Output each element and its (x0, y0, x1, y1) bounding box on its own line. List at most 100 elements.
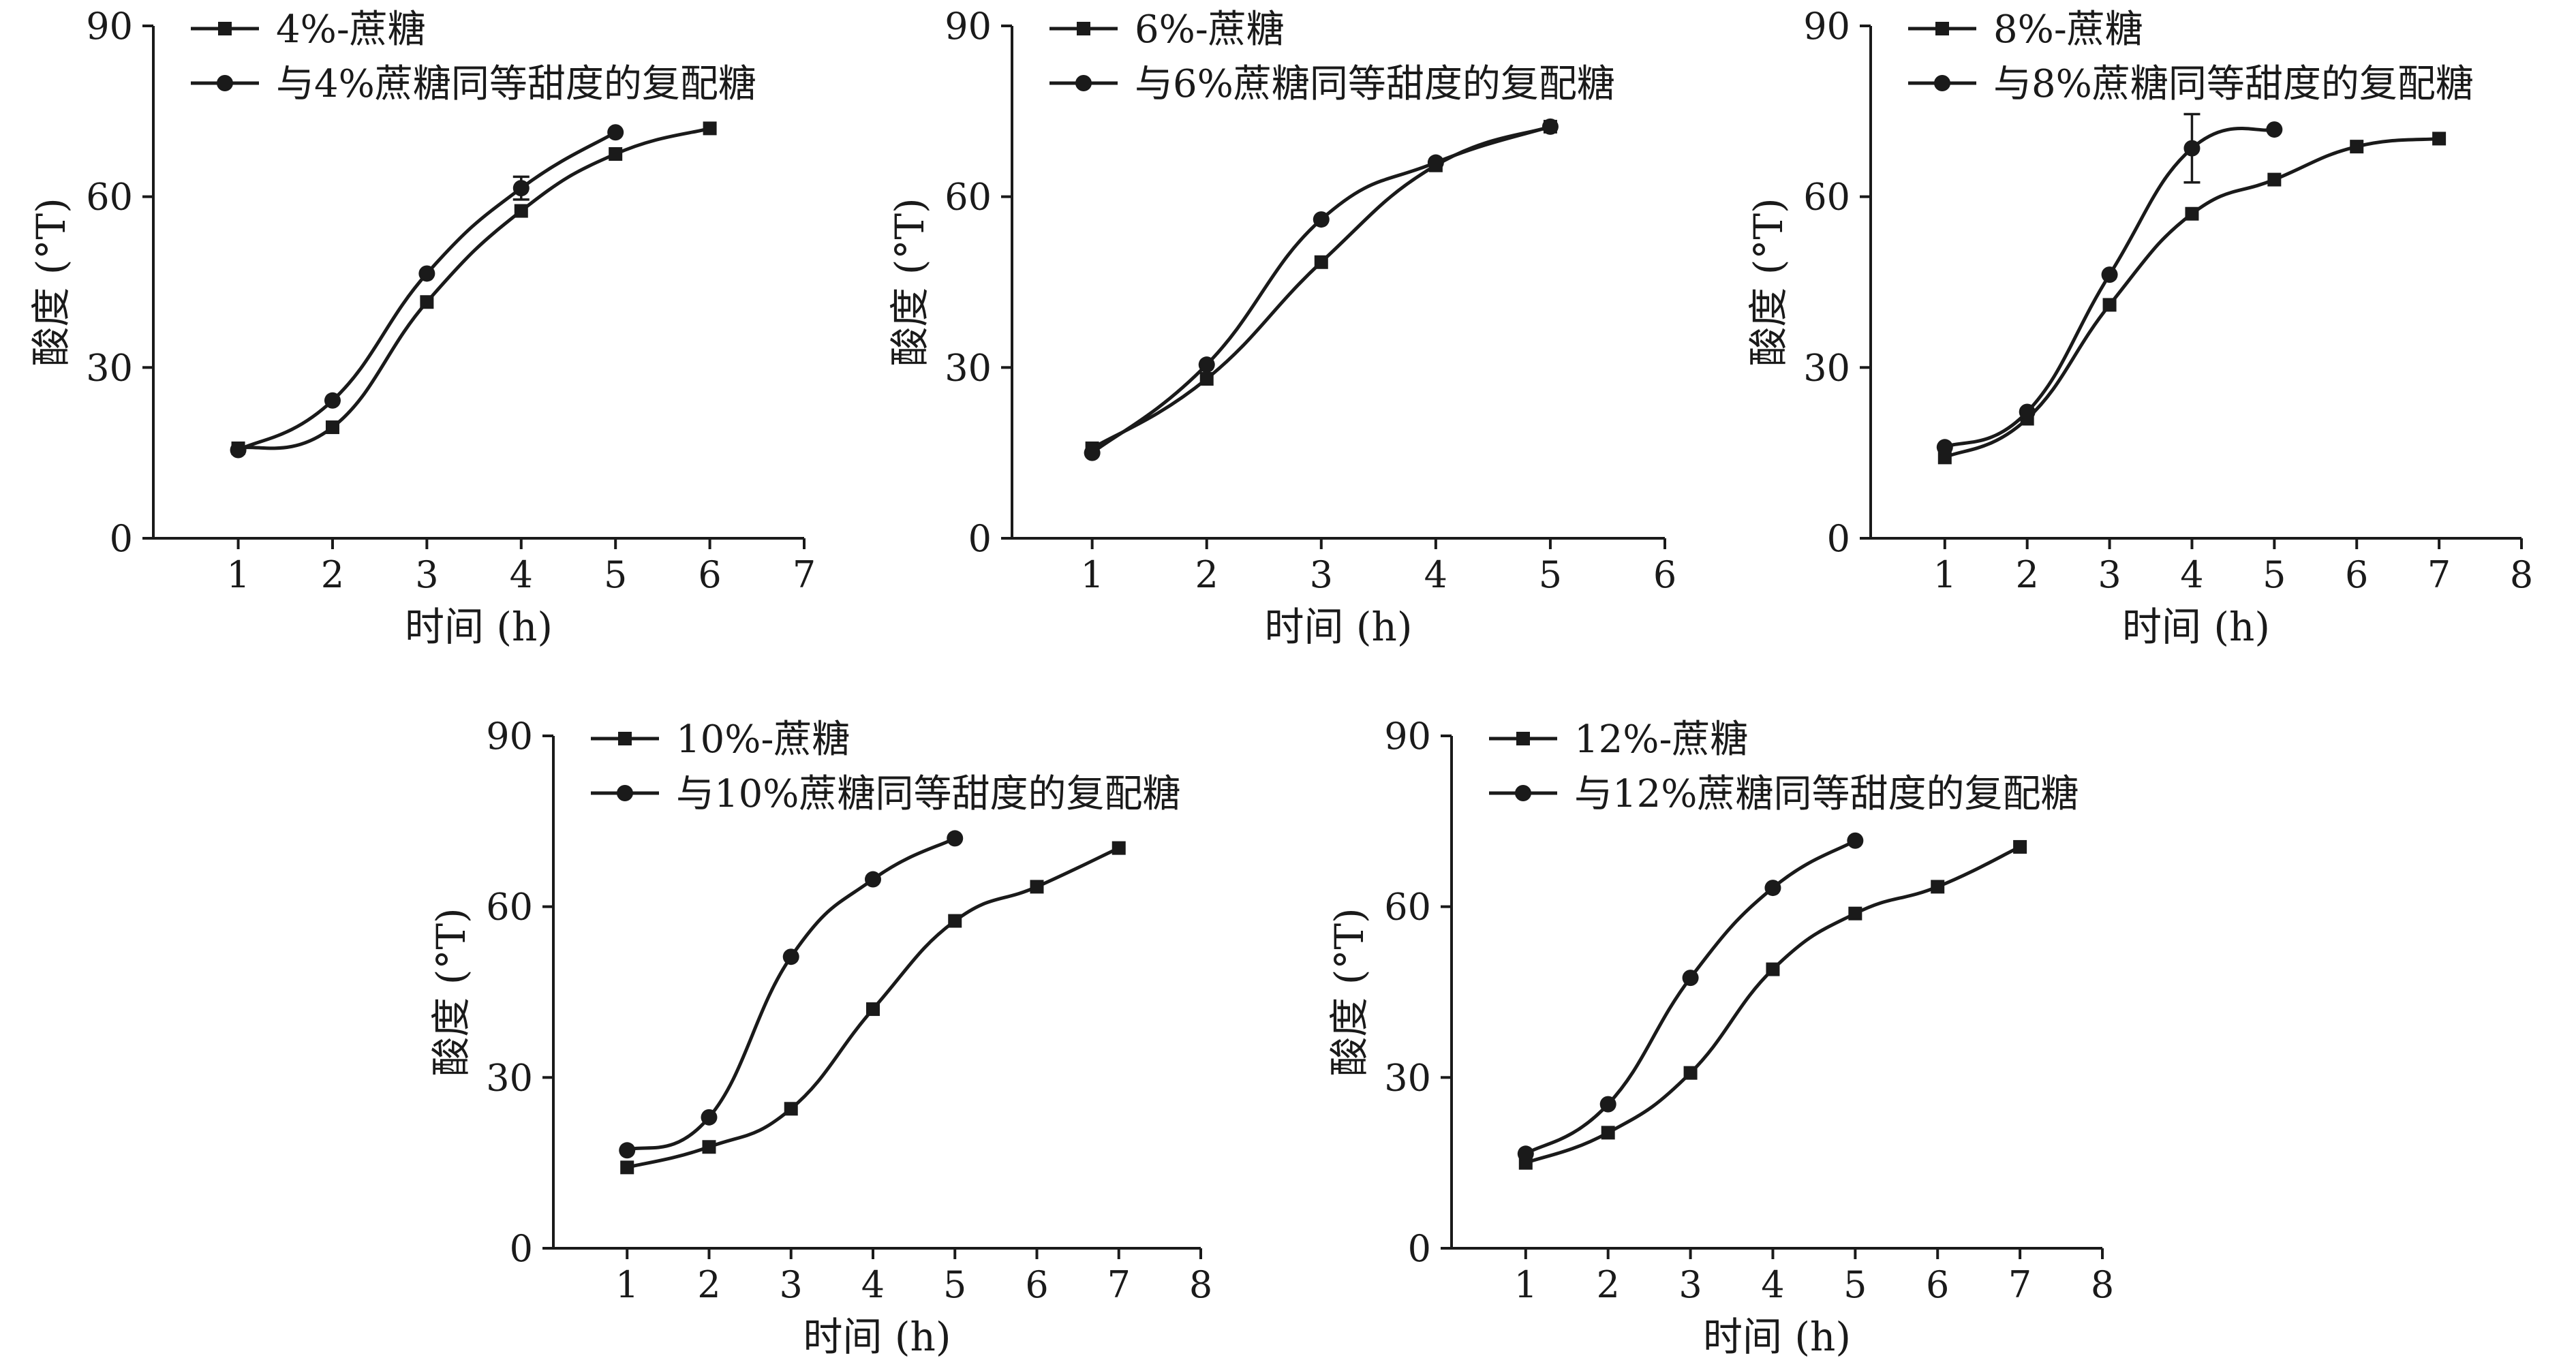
data-point (230, 442, 247, 459)
x-tick-label: 4 (1761, 1263, 1784, 1306)
data-point (1599, 1096, 1616, 1113)
data-point (1683, 1066, 1698, 1080)
data-point (1764, 880, 1781, 897)
y-tick-label: 60 (945, 176, 992, 219)
x-tick-label: 6 (698, 553, 721, 596)
data-point (2019, 403, 2036, 420)
data-point (864, 871, 881, 888)
x-axis-label: 时间 (h) (2122, 604, 2270, 650)
x-tick-label: 2 (1597, 1263, 1620, 1306)
y-tick-label: 30 (1384, 1056, 1431, 1099)
y-axis-label: 酸度 (°T) (428, 908, 474, 1076)
y-axis-label: 酸度 (°T) (1326, 908, 1373, 1076)
y-tick-label: 30 (1803, 346, 1850, 389)
data-point (1766, 962, 1780, 976)
data-point (2013, 839, 2027, 854)
data-point (420, 295, 434, 309)
data-point (619, 1142, 636, 1159)
x-tick-label: 7 (2427, 553, 2451, 596)
y-tick-label: 60 (86, 176, 133, 219)
x-tick-label: 5 (1539, 553, 1562, 596)
data-point (1848, 906, 1862, 921)
x-tick-label: 6 (1025, 1263, 1048, 1306)
x-tick-label: 8 (2510, 553, 2533, 596)
y-axis-label: 酸度 (°T) (28, 198, 74, 366)
legend-marker (217, 75, 233, 91)
x-tick-label: 7 (2008, 1263, 2031, 1306)
data-point (2101, 266, 2118, 283)
data-point (512, 180, 530, 197)
legend-label: 12%-蔗糖 (1574, 717, 1748, 762)
data-point (703, 121, 717, 136)
y-tick-label: 60 (1384, 886, 1431, 929)
y-tick-label: 60 (486, 886, 533, 929)
data-point (1542, 118, 1559, 135)
legend-label: 与12%蔗糖同等甜度的复配糖 (1574, 772, 2079, 816)
legend-marker (1077, 22, 1090, 35)
legend-label: 与8%蔗糖同等甜度的复配糖 (1993, 62, 2474, 106)
y-tick-label: 0 (968, 517, 992, 560)
data-point (1084, 444, 1101, 461)
data-point (1936, 439, 1953, 456)
y-tick-label: 0 (1827, 517, 1850, 560)
series-line-2 (237, 131, 617, 452)
x-tick-label: 5 (1843, 1263, 1867, 1306)
data-point (1517, 1145, 1534, 1162)
legend-label: 6%-蔗糖 (1135, 7, 1285, 52)
x-axis-label: 时间 (h) (405, 604, 553, 650)
x-tick-label: 5 (2263, 553, 2286, 596)
x-tick-label: 1 (226, 553, 249, 596)
x-tick-label: 5 (604, 553, 627, 596)
data-point (418, 265, 435, 282)
data-point (701, 1109, 718, 1126)
y-tick-label: 30 (945, 346, 992, 389)
y-tick-label: 90 (1803, 5, 1850, 48)
data-point (1198, 356, 1215, 373)
legend-marker (617, 785, 633, 801)
legend-label: 与4%蔗糖同等甜度的复配糖 (276, 62, 756, 106)
x-tick-label: 2 (321, 553, 344, 596)
y-tick-label: 60 (1803, 176, 1850, 219)
data-point (609, 147, 623, 161)
x-axis-label: 时间 (h) (1264, 604, 1412, 650)
data-point (2183, 140, 2201, 157)
data-point (2185, 206, 2199, 221)
legend-label: 与10%蔗糖同等甜度的复配糖 (676, 772, 1180, 816)
x-tick-label: 3 (1310, 553, 1333, 596)
x-tick-label: 7 (1107, 1263, 1131, 1306)
chart-panel-1: 0 30 60 90 1 2 3 4 5 6 7 时间 (h) 酸度 (°T) 4%-蔗糖与4%蔗糖同等甜… (28, 5, 816, 650)
data-point (2350, 140, 2364, 154)
x-tick-label: 6 (2345, 553, 2368, 596)
x-tick-label: 4 (510, 553, 533, 596)
legend-marker (1075, 75, 1092, 91)
series-line-1 (1091, 125, 1551, 450)
legend-label: 与6%蔗糖同等甜度的复配糖 (1135, 62, 1615, 106)
legend-label: 4%-蔗糖 (276, 7, 426, 52)
y-tick-label: 0 (510, 1227, 533, 1270)
data-point (865, 1002, 880, 1017)
x-tick-label: 4 (861, 1263, 885, 1306)
series-line-1 (238, 126, 711, 450)
x-tick-label: 2 (2016, 553, 2039, 596)
legend-marker (1935, 22, 1949, 35)
data-point (2102, 298, 2117, 312)
x-tick-label: 4 (2180, 553, 2203, 596)
data-point (1601, 1126, 1615, 1140)
x-tick-label: 6 (1653, 553, 1676, 596)
x-axis-label: 时间 (h) (803, 1314, 951, 1360)
data-point (2432, 132, 2447, 146)
y-tick-label: 30 (486, 1056, 533, 1099)
data-point (2267, 172, 2282, 187)
chart-panel-2: 0 30 60 90 1 2 3 4 5 6 时间 (h) 酸度 (°T) 6%-蔗糖与6%蔗糖同等甜度… (887, 5, 1676, 650)
legend-marker (1516, 732, 1530, 745)
data-point (702, 1140, 716, 1154)
data-point (620, 1160, 634, 1175)
data-point (607, 124, 624, 141)
legend-marker (618, 732, 632, 745)
x-tick-label: 3 (2098, 553, 2121, 596)
x-tick-label: 5 (943, 1263, 966, 1306)
x-tick-label: 2 (697, 1263, 720, 1306)
data-point (1847, 832, 1864, 849)
data-point (1111, 841, 1126, 855)
y-axis-label: 酸度 (°T) (1745, 198, 1792, 366)
